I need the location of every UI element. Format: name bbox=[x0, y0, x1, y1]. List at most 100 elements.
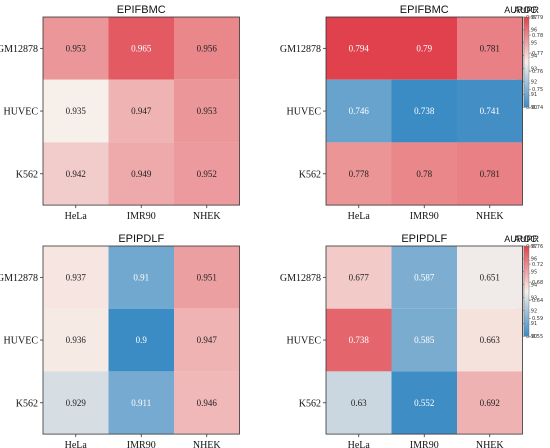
panel-title: EPIPDLF bbox=[401, 233, 447, 245]
column-label: NHEK bbox=[193, 440, 222, 448]
cell-value-label: 0.953 bbox=[66, 43, 87, 53]
heatmap-cell bbox=[43, 371, 109, 435]
cell-value-label: 0.692 bbox=[480, 398, 500, 408]
colorbar-tick-label: 0.92 bbox=[526, 79, 537, 85]
panel-title: EPIFBMC bbox=[117, 4, 166, 16]
column-label: HeLa bbox=[348, 211, 371, 222]
row-label: GM12878 bbox=[280, 273, 321, 284]
colorbar-tick-label: 0.72 bbox=[532, 262, 543, 268]
cell-value-label: 0.947 bbox=[131, 106, 152, 116]
colorbar-tick-label: 0.64 bbox=[532, 298, 543, 304]
row-label: K562 bbox=[299, 398, 321, 409]
heatmap-cell bbox=[108, 246, 174, 309]
column-label: IMR90 bbox=[410, 211, 439, 222]
cell-value-label: 0.79 bbox=[416, 43, 432, 53]
heatmap-cell bbox=[391, 17, 457, 80]
colorbar-tick-label: 0.90 bbox=[526, 334, 537, 340]
row-label: K562 bbox=[299, 169, 321, 180]
column-label: HeLa bbox=[348, 440, 371, 448]
column-label: NHEK bbox=[193, 211, 222, 222]
heatmap-cell bbox=[457, 308, 523, 372]
cell-value-label: 0.951 bbox=[197, 272, 217, 282]
colorbar-tick-label: 0.97 bbox=[526, 244, 537, 250]
heatmap-cell bbox=[43, 246, 109, 309]
cell-value-label: 0.953 bbox=[197, 106, 218, 116]
colorbar-tick-label: 0.59 bbox=[532, 316, 543, 322]
row-label: GM12878 bbox=[0, 273, 38, 284]
heatmap-cell bbox=[457, 246, 523, 309]
colorbar-tick-label: 0.74 bbox=[532, 105, 543, 111]
cell-value-label: 0.935 bbox=[66, 106, 87, 116]
colorbar-title: AUPR bbox=[514, 5, 540, 15]
colorbar-tick-label: 0.95 bbox=[526, 41, 537, 47]
colorbar-tick-label: 0.55 bbox=[532, 334, 543, 340]
colorbar-title: AUROC bbox=[504, 5, 537, 15]
cell-value-label: 0.778 bbox=[349, 169, 370, 179]
cell-value-label: 0.947 bbox=[197, 335, 218, 345]
cell-value-label: 0.663 bbox=[480, 335, 501, 345]
colorbar-tick-label: 0.75 bbox=[532, 87, 543, 93]
row-label: GM12878 bbox=[0, 44, 38, 55]
colorbar-tick-label: 0.78 bbox=[532, 33, 543, 39]
heatmap-cell bbox=[326, 17, 392, 80]
heatmap-cell bbox=[174, 371, 240, 435]
colorbar-tick-label: 0.94 bbox=[526, 282, 537, 288]
colorbar-tick-label: 0.77 bbox=[532, 51, 543, 57]
colorbar-tick-label: 0.93 bbox=[526, 66, 537, 72]
cell-value-label: 0.965 bbox=[131, 43, 152, 53]
heatmap-cell bbox=[326, 371, 392, 435]
heatmap-cell bbox=[391, 142, 457, 206]
cell-value-label: 0.937 bbox=[66, 272, 87, 282]
heatmap-panel-3: EPIPDLF 0.937 0.91 0.951 0.936 0.9 0.947 0.929 0… bbox=[0, 233, 537, 448]
cell-value-label: 0.9 bbox=[136, 335, 148, 345]
colorbar-tick-label: 0.95 bbox=[526, 270, 537, 276]
cell-value-label: 0.781 bbox=[480, 169, 500, 179]
column-label: HeLa bbox=[65, 211, 88, 222]
row-label: HUVEC bbox=[287, 336, 322, 347]
cell-value-label: 0.794 bbox=[349, 43, 370, 53]
colorbar-title: AUROC bbox=[504, 234, 537, 244]
heatmap-panel-2: EPIFBMC 0.794 0.79 0.781 0.746 0.738 0.741 0.77… bbox=[280, 4, 543, 222]
heatmap-cell bbox=[43, 308, 109, 372]
cell-value-label: 0.738 bbox=[414, 106, 435, 116]
heatmap-cell bbox=[174, 308, 240, 372]
heatmap-cell bbox=[174, 79, 240, 143]
cell-value-label: 0.911 bbox=[131, 398, 151, 408]
column-label: IMR90 bbox=[127, 440, 156, 448]
cell-value-label: 0.91 bbox=[133, 272, 149, 282]
column-label: IMR90 bbox=[127, 211, 156, 222]
colorbar-tick-label: 0.79 bbox=[532, 15, 543, 21]
colorbar-tick-label: 0.68 bbox=[532, 280, 543, 286]
heatmap-cell bbox=[174, 142, 240, 206]
cell-value-label: 0.746 bbox=[349, 106, 370, 116]
panel-title: EPIFBMC bbox=[400, 4, 449, 16]
column-label: NHEK bbox=[476, 211, 505, 222]
colorbar-tick-label: 0.94 bbox=[526, 53, 537, 59]
heatmap-cell bbox=[457, 79, 523, 143]
row-label: HUVEC bbox=[4, 107, 39, 118]
cell-value-label: 0.781 bbox=[480, 43, 500, 53]
column-label: NHEK bbox=[476, 440, 505, 448]
heatmap-cell bbox=[108, 79, 174, 143]
heatmap-cell bbox=[457, 17, 523, 80]
column-label: IMR90 bbox=[410, 440, 439, 448]
colorbar-tick-label: 0.96 bbox=[526, 257, 537, 263]
cell-value-label: 0.587 bbox=[414, 272, 435, 282]
cell-value-label: 0.78 bbox=[416, 169, 432, 179]
colorbar bbox=[523, 245, 530, 337]
cell-value-label: 0.956 bbox=[197, 43, 218, 53]
colorbar-tick-label: 0.76 bbox=[532, 244, 543, 250]
row-label: HUVEC bbox=[287, 107, 322, 118]
heatmap-cell bbox=[457, 371, 523, 435]
colorbar-tick-label: 0.90 bbox=[526, 105, 537, 111]
heatmap-cell bbox=[326, 246, 392, 309]
cell-value-label: 0.552 bbox=[414, 398, 434, 408]
cell-value-label: 0.651 bbox=[480, 272, 500, 282]
cell-value-label: 0.677 bbox=[349, 272, 370, 282]
row-label: K562 bbox=[16, 398, 38, 409]
row-label: GM12878 bbox=[280, 44, 321, 55]
heatmap-cell bbox=[43, 17, 109, 80]
cell-value-label: 0.63 bbox=[351, 398, 367, 408]
colorbar bbox=[523, 16, 530, 108]
heatmap-cell bbox=[43, 79, 109, 143]
